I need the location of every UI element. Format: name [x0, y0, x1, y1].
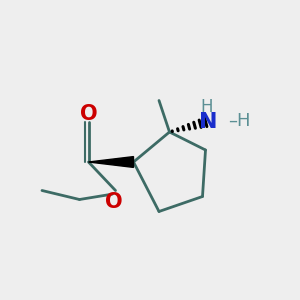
- Text: N: N: [199, 112, 218, 131]
- Text: H: H: [201, 98, 213, 116]
- Text: –H: –H: [228, 112, 250, 130]
- Polygon shape: [88, 157, 134, 167]
- Text: O: O: [80, 104, 97, 124]
- Text: O: O: [105, 192, 123, 212]
